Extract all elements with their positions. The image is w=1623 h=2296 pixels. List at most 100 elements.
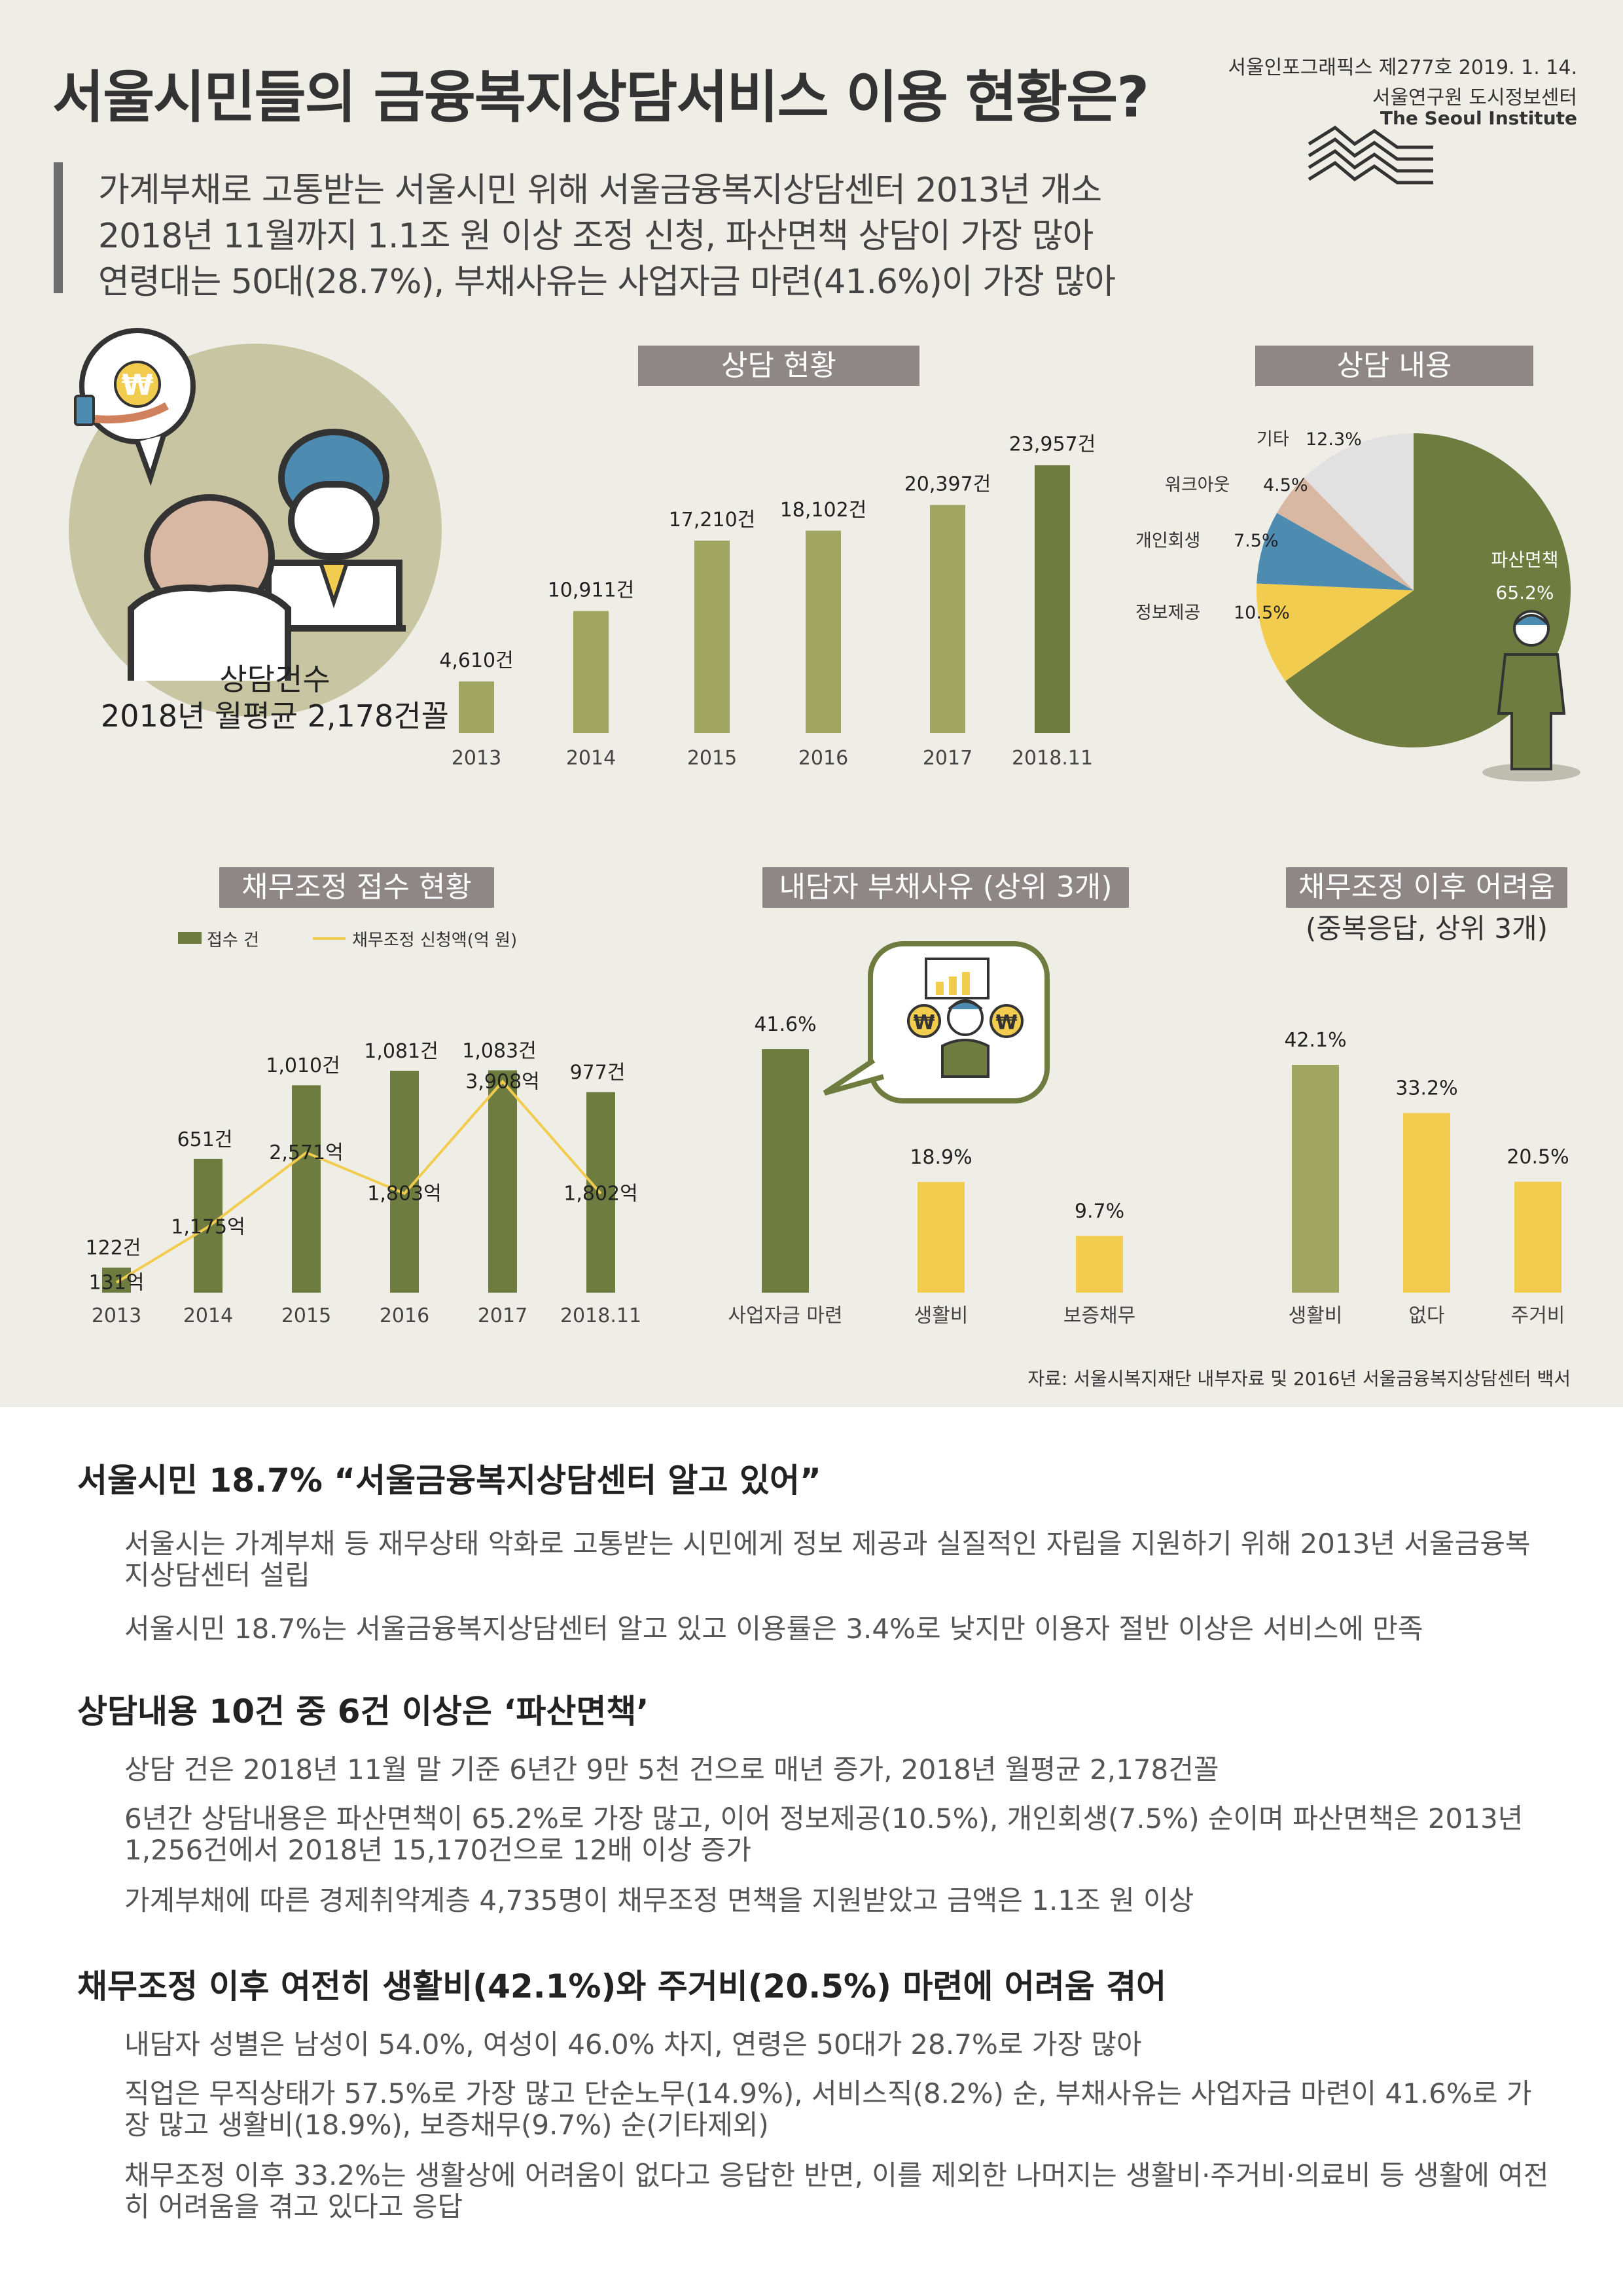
pie-slice (1285, 433, 1571, 747)
debt-amount-label: 2,571억 (269, 1141, 343, 1164)
category-label: 주거비 (1511, 1304, 1565, 1327)
consult-value-label: 18,102건 (780, 499, 867, 522)
section-3-heading: 채무조정 이후 여전히 생활비(42.1%)와 주거비(20.5%) 마련에 어… (77, 1967, 1167, 2005)
debt-amount-line (115, 1079, 602, 1284)
pie-label-value: 4.5% (1263, 475, 1308, 495)
debt-amount-label: 3,908억 (465, 1070, 539, 1093)
percent-label: 9.7% (1075, 1200, 1124, 1223)
consult-bar (1035, 465, 1070, 733)
legend-bar-swatch (178, 932, 202, 944)
pie-label-value: 7.5% (1234, 531, 1279, 551)
pie-label-name: 워크아웃 (1165, 475, 1230, 495)
consult-value-label: 23,957건 (1009, 433, 1096, 456)
consult-value-label: 17,210건 (669, 509, 756, 531)
subtitle-line-1: 가계부채로 고통받는 서울시민 위해 서울금융복지상담센터 2013년 개소 (98, 171, 1102, 210)
debt-bar (488, 1070, 517, 1293)
percent-bar (1292, 1065, 1339, 1293)
pie-label-name: 개인회생 (1135, 531, 1200, 551)
debt-amount-label: 1,802억 (563, 1183, 637, 1206)
won-glyph-left: ₩ (913, 1011, 935, 1034)
org-name-kr: 서울연구원 도시정보센터 (1372, 86, 1577, 109)
debt-bar-label: 1,081건 (364, 1040, 438, 1063)
consult-year-label: 2018.11 (1012, 747, 1093, 770)
debt-amount-label: 1,175억 (171, 1216, 245, 1239)
category-label: 생활비 (914, 1304, 969, 1327)
board-icon (925, 958, 990, 999)
section-1-paragraph-2: 서울시민 18.7%는 서울금융복지상담센터 알고 있고 이용률은 3.4%로 … (124, 1613, 1423, 1645)
debt-bar-label: 1,083건 (462, 1039, 536, 1062)
won-coin-right-icon (990, 1004, 1024, 1038)
consult-year-label: 2014 (566, 747, 616, 770)
won-coin-icon: ₩ (114, 361, 161, 408)
percent-bar (762, 1049, 809, 1293)
consult-year-label: 2017 (923, 747, 972, 770)
chart3-title: 채무조정 접수 현황 (219, 867, 494, 908)
consult-content-pie: 파산면책 65.2% 정보제공 10.5% 개인회생 7.5% 워크아웃 4.5% 기타 12.3… (1135, 429, 1580, 781)
legend-line-label: 채무조정 신청액(억 원) (352, 931, 518, 950)
percent-label: 42.1% (1284, 1029, 1346, 1052)
debt-year-label: 2018.11 (560, 1304, 641, 1327)
debt-bar-label: 122건 (86, 1237, 141, 1260)
page-title: 서울시민들의 금융복지상담서비스 이용 현황은? (52, 65, 1149, 130)
debt-year-label: 2015 (281, 1304, 331, 1327)
section-3-paragraph-3: 채무조정 이후 33.2%는 생활상에 어려움이 없다고 응답한 반면, 이를 … (124, 2159, 1549, 2223)
percent-label: 41.6% (754, 1013, 816, 1036)
issue-info: 서울인포그래픽스 제277호 2019. 1. 14. (1228, 56, 1577, 79)
pie-label-value: 10.5% (1234, 603, 1290, 623)
debt-reason-chart: 41.6% 사업자금 마련 18.9% 생활비 9.7% 보증채무 (728, 1013, 1135, 1327)
won-glyph-right: ₩ (995, 1011, 1017, 1034)
consultant-speech-illustration: ₩ ₩ (823, 941, 1050, 1103)
pie-label-name: 파산면책 (1491, 549, 1558, 571)
pie-slice (1277, 478, 1414, 590)
won-coin-left-icon (907, 1004, 941, 1038)
difficulty-chart: 42.1% 생활비 33.2% 없다 20.5% 주거비 (1284, 1029, 1569, 1327)
category-label: 생활비 (1289, 1304, 1343, 1327)
debt-bar-label: 651건 (177, 1128, 233, 1151)
consult-year-label: 2015 (687, 747, 737, 770)
debt-year-label: 2017 (478, 1304, 527, 1327)
consult-note: 상담건수 2018년 월평균 2,178건꼴 (79, 661, 471, 734)
debt-bar-label: 1,010건 (266, 1054, 340, 1077)
consult-note-title: 상담건수 (219, 662, 330, 697)
org-name-en: The Seoul Institute (1380, 107, 1577, 129)
section-2-paragraph-3: 가계부채에 따른 경제취약계층 4,735명이 채무조정 면책을 지원받았고 금… (124, 1884, 1194, 1916)
consult-value-label: 20,397건 (904, 473, 991, 496)
subtitle-line-3: 연령대는 50대(28.7%), 부채사유는 사업자금 마련(41.6%)이 가… (98, 262, 1116, 302)
pie-label-name: 기타 (1257, 429, 1289, 450)
category-label: 사업자금 마련 (728, 1304, 842, 1327)
debt-amount-label: 131억 (89, 1271, 145, 1294)
standing-man-icon (1482, 610, 1580, 781)
percent-bar (1076, 1236, 1123, 1293)
debt-bar (292, 1085, 321, 1293)
debt-year-label: 2013 (92, 1304, 141, 1327)
percent-bar (1403, 1113, 1450, 1293)
pie-slice (1304, 433, 1414, 590)
pie-label-value: 12.3% (1306, 429, 1362, 450)
percent-bar (1514, 1181, 1561, 1293)
consult-count-chart: 4,610건 2013 10,911건 2014 17,210건 2015 18,102건 2… (439, 433, 1096, 770)
consult-value-label: 10,911건 (548, 579, 635, 602)
consult-year-label: 2013 (452, 747, 501, 770)
consult-note-value: 2018년 월평균 2,178건꼴 (101, 698, 449, 734)
section-2-heading: 상담내용 10건 중 6건 이상은 ‘파산면책’ (77, 1693, 649, 1731)
chart1-title: 상담 현황 (638, 346, 919, 386)
debt-adjustment-chart: 122건 2013 651건 2014 1,010건 2015 1,081건 2016 1,08… (86, 1039, 641, 1327)
counseling-illustration (69, 328, 442, 717)
debt-bar-label: 977건 (570, 1062, 626, 1085)
section-3-paragraph-2: 직업은 무직상태가 57.5%로 가장 많고 단순노무(14.9%), 서비스직… (124, 2077, 1532, 2141)
pie-slice (1257, 583, 1414, 681)
chart4-title: 내담자 부채사유 (상위 3개) (762, 867, 1129, 908)
won-glyph: ₩ (122, 368, 154, 402)
percent-label: 18.9% (910, 1146, 972, 1169)
legend-line-swatch (313, 937, 346, 940)
consult-year-label: 2016 (798, 747, 848, 770)
seoul-institute-logo-icon (1308, 125, 1433, 185)
consult-bar (806, 530, 841, 733)
subtitle-bar (54, 162, 63, 293)
consult-bar (694, 540, 730, 733)
category-label: 보증채무 (1063, 1304, 1135, 1327)
section-1-heading: 서울시민 18.7% “서울금융복지상담센터 알고 있어” (77, 1462, 821, 1499)
consult-bar (573, 611, 609, 733)
subtitle-line-2: 2018년 11월까지 1.1조 원 이상 조정 신청, 파산면책 상담이 가장… (98, 217, 1094, 256)
pie-label-value: 65.2% (1496, 582, 1554, 603)
